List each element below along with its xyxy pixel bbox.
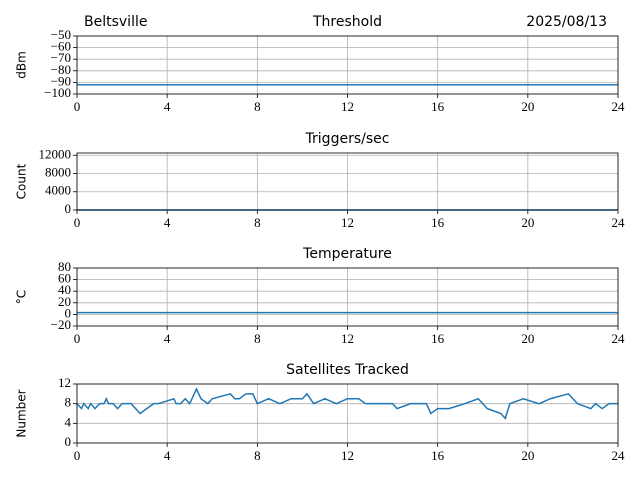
y-tick-label: −60 <box>51 39 71 54</box>
y-tick-label: 4 <box>65 414 72 429</box>
y-axis-label: dBm <box>15 51 29 79</box>
y-axis-label: Number <box>15 389 29 437</box>
data-line <box>76 387 618 420</box>
x-tick-label: 8 <box>254 215 261 230</box>
x-tick-label: 24 <box>612 99 626 114</box>
x-tick-label: 16 <box>431 448 445 463</box>
x-tick-label: 20 <box>521 448 534 463</box>
plot-frame <box>76 152 619 211</box>
y-tick-label: −90 <box>51 73 71 88</box>
x-tick-label: 0 <box>74 448 81 463</box>
x-tick-label: 24 <box>612 215 626 230</box>
chart-title: Threshold <box>312 14 382 30</box>
y-tick-label: −70 <box>51 50 71 65</box>
y-tick-label: −100 <box>44 85 71 100</box>
x-tick-label: 0 <box>74 99 81 114</box>
x-tick-label: 8 <box>254 99 261 114</box>
chart-title: Temperature <box>302 246 392 262</box>
y-tick-label: 20 <box>58 294 71 309</box>
y-tick-label: 0 <box>65 434 72 449</box>
x-tick-label: 20 <box>521 215 534 230</box>
y-tick-label: 8000 <box>45 165 71 180</box>
y-axis-label: Count <box>15 163 29 199</box>
x-tick-label: 12 <box>341 215 354 230</box>
y-tick-label: 60 <box>58 271 71 286</box>
x-tick-label: 20 <box>521 331 534 346</box>
plot-frame <box>76 383 619 444</box>
x-tick-label: 12 <box>341 99 354 114</box>
x-tick-label: 4 <box>164 215 171 230</box>
x-tick-label: 8 <box>254 448 261 463</box>
x-tick-label: 4 <box>164 448 171 463</box>
x-tick-label: 24 <box>612 331 626 346</box>
chart-title: Satellites Tracked <box>286 362 409 378</box>
x-tick-label: 0 <box>74 215 81 230</box>
plot-frame <box>76 35 619 95</box>
y-tick-label: 0 <box>65 305 72 320</box>
x-tick-label: 8 <box>254 331 261 346</box>
x-tick-label: 24 <box>612 448 626 463</box>
location: Beltsville <box>84 14 147 30</box>
y-tick-label: −80 <box>51 62 71 77</box>
y-tick-label: 8 <box>65 395 72 410</box>
y-tick-label: 12000 <box>39 146 72 161</box>
chart-title: Triggers/sec <box>305 131 390 147</box>
y-tick-label: 0 <box>65 201 72 216</box>
x-tick-label: 12 <box>341 448 354 463</box>
y-tick-label: −50 <box>51 27 71 42</box>
x-tick-label: 16 <box>431 215 445 230</box>
x-tick-label: 0 <box>74 331 81 346</box>
x-tick-label: 4 <box>164 99 171 114</box>
y-tick-label: −20 <box>51 317 71 332</box>
y-tick-label: 12 <box>58 375 71 390</box>
date: 2025/08/13 <box>526 14 607 30</box>
y-tick-label: 4000 <box>45 183 71 198</box>
x-tick-label: 4 <box>164 331 171 346</box>
y-tick-label: 40 <box>58 282 71 297</box>
x-tick-label: 16 <box>431 331 445 346</box>
y-tick-label: 80 <box>58 259 71 274</box>
y-axis-label: °C <box>15 290 29 304</box>
x-tick-label: 12 <box>341 331 354 346</box>
plot-frame <box>76 267 619 327</box>
x-tick-label: 20 <box>521 99 534 114</box>
x-tick-label: 16 <box>431 99 445 114</box>
